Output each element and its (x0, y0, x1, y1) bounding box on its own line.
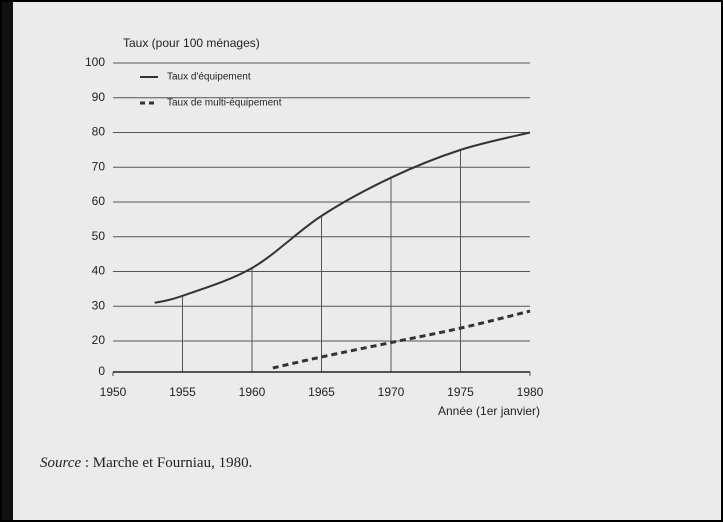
y-tick-label: 30 (92, 298, 106, 312)
y-tick-label: 40 (92, 264, 106, 278)
source-label: Source (40, 455, 81, 471)
y-tick-label: 50 (92, 229, 106, 243)
y-tick-label: 100 (85, 55, 105, 69)
y-tick-label: 60 (92, 194, 106, 208)
x-tick-label: 1950 (100, 385, 127, 399)
x-tick-label: 1965 (308, 385, 335, 399)
source-text: : Marche et Fourniau, 1980. (81, 455, 252, 471)
y-axis-label: Taux (pour 100 ménages) (123, 36, 260, 50)
x-axis-label: Année (1er janvier) (438, 404, 540, 418)
x-tick-label: 1970 (378, 385, 405, 399)
x-tick-label: 1955 (169, 385, 196, 399)
y-tick-label: 0 (98, 364, 105, 378)
legend-label: Taux d'équipement (167, 72, 251, 83)
y-tick-label: 90 (92, 90, 106, 104)
y-tick-label: 80 (92, 125, 106, 139)
y-tick-label: 70 (92, 159, 106, 173)
page-edge (0, 0, 13, 522)
x-tick-label: 1975 (447, 385, 474, 399)
source: Source : Marche et Fourniau, 1980. (40, 455, 252, 471)
x-tick-label: 1960 (239, 385, 266, 399)
legend-label: Taux de multi-équipement (167, 98, 282, 109)
line-series (272, 309, 531, 370)
x-tick-label: 1980 (517, 385, 544, 399)
line-series (154, 131, 531, 304)
y-tick-label: 20 (92, 333, 106, 347)
